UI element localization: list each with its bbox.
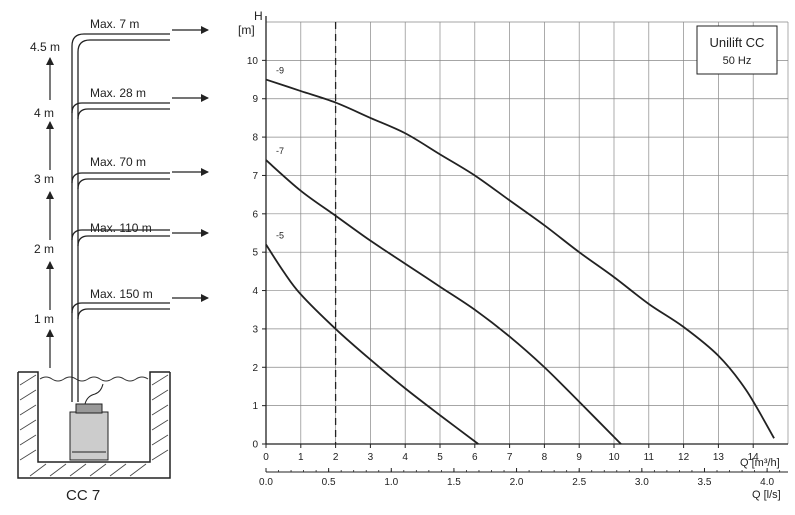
legend-frequency: 50 Hz: [723, 55, 752, 67]
x2-tick-label: 2.0: [510, 477, 524, 488]
max-length-label: Max. 7 m: [90, 17, 139, 31]
y-tick-label: 7: [252, 171, 258, 182]
pit-walls: [17, 371, 171, 479]
max-length-label: Max. 150 m: [90, 287, 153, 301]
y-tick-label: 8: [252, 133, 258, 144]
flow-arrows: [172, 26, 209, 302]
x-tick-label: 14: [748, 452, 760, 463]
installation-diagram: Max. 7 m Max. 28 m Max. 70 m Max. 110 m …: [17, 17, 209, 504]
discharge-pipe: [71, 33, 170, 402]
y-tick-label: 0: [252, 440, 258, 451]
x-tick-label: 13: [713, 452, 725, 463]
legend-product: Unilift CC: [710, 35, 765, 50]
x2-tick-label: 3.5: [698, 477, 712, 488]
height-mark: 4 m: [34, 106, 54, 120]
height-mark: 4.5 m: [30, 40, 60, 54]
y-tick-label: 9: [252, 94, 258, 105]
x2-tick-label: 2.5: [572, 477, 586, 488]
x2-tick-label: 3.0: [635, 477, 649, 488]
curve-label: -7: [276, 146, 284, 156]
pit-hatching: [19, 374, 169, 477]
x2-tick-label: 0.5: [322, 477, 336, 488]
x-tick-label: 9: [576, 452, 582, 463]
max-length-label: Max. 70 m: [90, 155, 146, 169]
pump-curve-line: [265, 159, 622, 445]
x-tick-label: 0: [263, 452, 269, 463]
x-tick-label: 5: [437, 452, 443, 463]
x-axis-label: Q [m³/h]: [740, 457, 780, 469]
x2-tick-label: 0.0: [259, 477, 273, 488]
y-axis-unit: [m]: [238, 23, 255, 37]
y-tick-label: 2: [252, 363, 258, 374]
pump-curve-line: [265, 78, 775, 439]
curve-label: -5: [276, 231, 284, 241]
pump-model-label: CC 7: [66, 487, 100, 504]
y-tick-label: 10: [247, 56, 259, 67]
pump-curve-line: [265, 244, 479, 445]
height-mark: 2 m: [34, 242, 54, 256]
x-tick-label: 10: [608, 452, 620, 463]
x-tick-label: 7: [507, 452, 513, 463]
chart-grid: [265, 21, 789, 445]
y-tick-label: 5: [252, 248, 258, 259]
x-tick-label: 12: [678, 452, 690, 463]
y-tick-label: 4: [252, 286, 258, 297]
chart-series: -5 -7 -9: [265, 22, 775, 445]
max-length-label: Max. 110 m: [90, 221, 152, 235]
max-length-label: Max. 28 m: [90, 86, 146, 100]
water-surface: [39, 376, 149, 382]
y-tick-label: 3: [252, 324, 258, 335]
x-tick-label: 11: [644, 452, 655, 463]
y-tick-label: 1: [252, 401, 258, 412]
pump-icon: [69, 383, 109, 461]
x-tick-label: 8: [542, 452, 548, 463]
y-tick-label: 6: [252, 209, 258, 220]
x-tick-label: 6: [472, 452, 478, 463]
x-tick-label: 1: [298, 452, 304, 463]
height-mark: 1 m: [34, 312, 54, 326]
x-tick-label: 2: [333, 452, 339, 463]
x-tick-label: 4: [402, 452, 408, 463]
x2-tick-label: 1.0: [384, 477, 398, 488]
x2-tick-label: 4.0: [760, 477, 774, 488]
chart-axes: [265, 16, 788, 473]
legend-box: Unilift CC 50 Hz: [696, 25, 778, 75]
x2-tick-label: 1.5: [447, 477, 461, 488]
x2-axis-label: Q [l/s]: [752, 489, 781, 501]
y-axis-label: H: [254, 9, 263, 23]
height-mark: 3 m: [34, 172, 54, 186]
curve-label: -9: [276, 66, 284, 76]
x-tick-label: 3: [368, 452, 374, 463]
